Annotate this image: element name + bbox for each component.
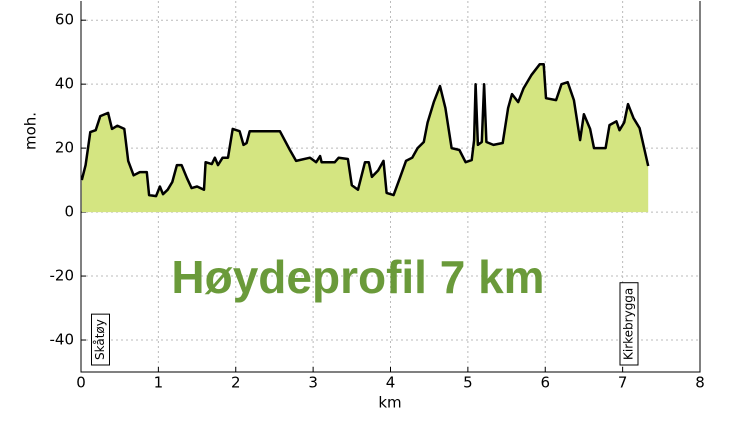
elevation-area xyxy=(81,64,649,213)
axis-frame xyxy=(80,1,701,373)
elevation-line xyxy=(80,62,650,198)
x-tick-label: 7 xyxy=(618,374,628,392)
x-tick-label: 5 xyxy=(463,374,473,392)
y-tick-label: 40 xyxy=(55,75,74,93)
x-tick-label: 2 xyxy=(231,374,241,392)
y-axis-label: moh. xyxy=(22,112,40,150)
y-tick-label: -40 xyxy=(50,331,75,349)
y-tick-label: 20 xyxy=(55,139,74,157)
x-tick-label: 4 xyxy=(386,374,396,392)
x-tick-label: 3 xyxy=(308,374,318,392)
place-label: Skåtøy xyxy=(93,319,107,360)
x-tick-label: 1 xyxy=(154,374,164,392)
x-tick-label: 8 xyxy=(695,374,705,392)
place-label: Kirkebrygga xyxy=(622,288,636,360)
place-label-box xyxy=(619,282,639,366)
x-tick-label: 0 xyxy=(76,374,86,392)
chart-title: Høydeprofil 7 km xyxy=(171,251,544,303)
y-tick-label: 60 xyxy=(55,11,74,29)
place-label-box xyxy=(91,313,110,366)
y-tick-label: 0 xyxy=(64,203,74,221)
y-tick-label: -20 xyxy=(50,267,75,285)
x-tick-label: 6 xyxy=(540,374,550,392)
x-axis-label: km xyxy=(378,394,401,412)
